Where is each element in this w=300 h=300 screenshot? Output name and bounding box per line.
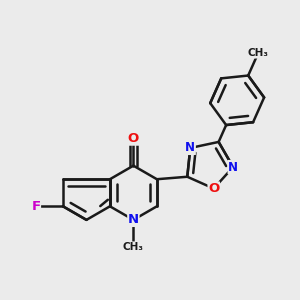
Text: O: O bbox=[208, 182, 219, 195]
Text: CH₃: CH₃ bbox=[123, 242, 144, 252]
Text: F: F bbox=[31, 200, 40, 213]
Text: N: N bbox=[128, 213, 139, 226]
Text: N: N bbox=[185, 142, 195, 154]
Text: O: O bbox=[128, 132, 139, 145]
Text: N: N bbox=[228, 160, 238, 173]
Text: CH₃: CH₃ bbox=[248, 48, 269, 58]
